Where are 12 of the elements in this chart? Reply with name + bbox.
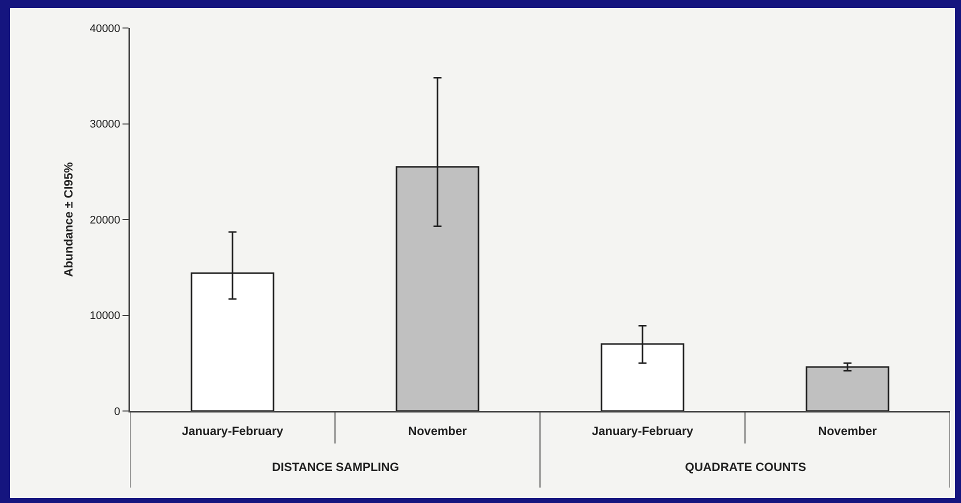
y-tick-label: 10000: [90, 310, 120, 322]
x-tick-label: November: [408, 424, 468, 438]
y-tick-label: 30000: [90, 118, 120, 131]
text: QUADRATE COUNTS: [685, 460, 806, 474]
y-tick-label: 0: [114, 406, 120, 418]
y-tick-label: 20000: [90, 214, 120, 226]
x-tick-label: January-February: [592, 424, 694, 438]
x-tick-label: November: [818, 424, 878, 438]
text: DISTANCE SAMPLING: [272, 460, 400, 474]
x-tick-label: January-February: [182, 424, 284, 438]
y-tick-label: 40000: [90, 22, 120, 35]
y-axis-title: Abundance ± CI95%: [61, 162, 76, 277]
